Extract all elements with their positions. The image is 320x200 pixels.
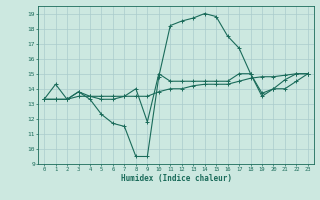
X-axis label: Humidex (Indice chaleur): Humidex (Indice chaleur) <box>121 174 231 183</box>
